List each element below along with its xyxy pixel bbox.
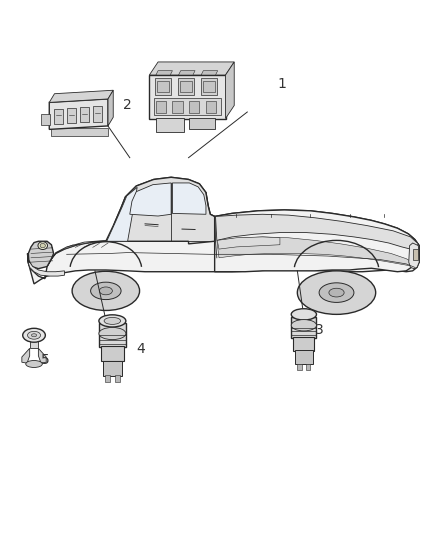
- Polygon shape: [215, 210, 419, 272]
- Polygon shape: [201, 71, 218, 75]
- Bar: [30, 334, 39, 349]
- Ellipse shape: [319, 283, 354, 302]
- Polygon shape: [49, 99, 108, 130]
- Bar: [41, 114, 50, 125]
- Bar: [188, 118, 215, 130]
- Polygon shape: [28, 241, 53, 269]
- Bar: [53, 109, 63, 124]
- Ellipse shape: [291, 309, 317, 320]
- Bar: [157, 81, 169, 92]
- Text: 1: 1: [278, 77, 286, 91]
- Ellipse shape: [291, 320, 317, 331]
- Ellipse shape: [99, 287, 113, 295]
- Ellipse shape: [26, 360, 42, 367]
- Ellipse shape: [23, 328, 46, 342]
- Polygon shape: [291, 314, 317, 325]
- Polygon shape: [130, 183, 171, 216]
- Bar: [203, 81, 215, 92]
- Bar: [99, 323, 126, 347]
- Polygon shape: [217, 237, 414, 266]
- Bar: [156, 101, 166, 114]
- Polygon shape: [409, 243, 419, 269]
- Bar: [149, 75, 226, 118]
- Bar: [80, 107, 89, 123]
- Bar: [291, 317, 317, 338]
- Polygon shape: [39, 349, 46, 363]
- Ellipse shape: [104, 318, 120, 325]
- Bar: [173, 101, 183, 114]
- Bar: [180, 81, 191, 92]
- Ellipse shape: [40, 244, 46, 248]
- Ellipse shape: [297, 271, 376, 314]
- Polygon shape: [217, 237, 280, 249]
- Bar: [205, 101, 216, 114]
- Polygon shape: [106, 177, 215, 244]
- Bar: [51, 128, 108, 136]
- Ellipse shape: [28, 332, 41, 339]
- Polygon shape: [28, 177, 419, 284]
- Bar: [413, 249, 418, 260]
- Ellipse shape: [99, 315, 126, 327]
- Bar: [295, 350, 313, 365]
- Polygon shape: [49, 90, 113, 102]
- Polygon shape: [28, 262, 64, 276]
- Text: 5: 5: [41, 353, 49, 367]
- Bar: [156, 118, 184, 132]
- Ellipse shape: [99, 327, 126, 340]
- Bar: [67, 108, 76, 123]
- Bar: [201, 78, 217, 94]
- Polygon shape: [226, 62, 234, 118]
- Ellipse shape: [72, 271, 140, 310]
- Bar: [189, 101, 199, 114]
- Bar: [297, 364, 302, 370]
- Polygon shape: [108, 90, 113, 126]
- Bar: [154, 98, 221, 115]
- Bar: [105, 375, 110, 382]
- Bar: [103, 360, 122, 376]
- Bar: [101, 346, 124, 361]
- Bar: [178, 78, 194, 94]
- Ellipse shape: [32, 334, 37, 337]
- Bar: [115, 375, 120, 382]
- Text: 2: 2: [123, 99, 132, 112]
- Polygon shape: [149, 62, 234, 75]
- Polygon shape: [22, 349, 30, 363]
- Bar: [306, 364, 311, 370]
- Bar: [155, 78, 171, 94]
- Polygon shape: [107, 187, 137, 241]
- Bar: [293, 337, 314, 351]
- Text: 3: 3: [315, 322, 324, 337]
- Polygon shape: [47, 240, 107, 266]
- Polygon shape: [179, 71, 195, 75]
- Polygon shape: [156, 71, 173, 75]
- Ellipse shape: [38, 241, 47, 249]
- Ellipse shape: [329, 288, 344, 297]
- Text: 4: 4: [136, 342, 145, 356]
- Polygon shape: [215, 214, 418, 250]
- Bar: [93, 107, 102, 122]
- Ellipse shape: [91, 282, 121, 300]
- Polygon shape: [173, 183, 206, 214]
